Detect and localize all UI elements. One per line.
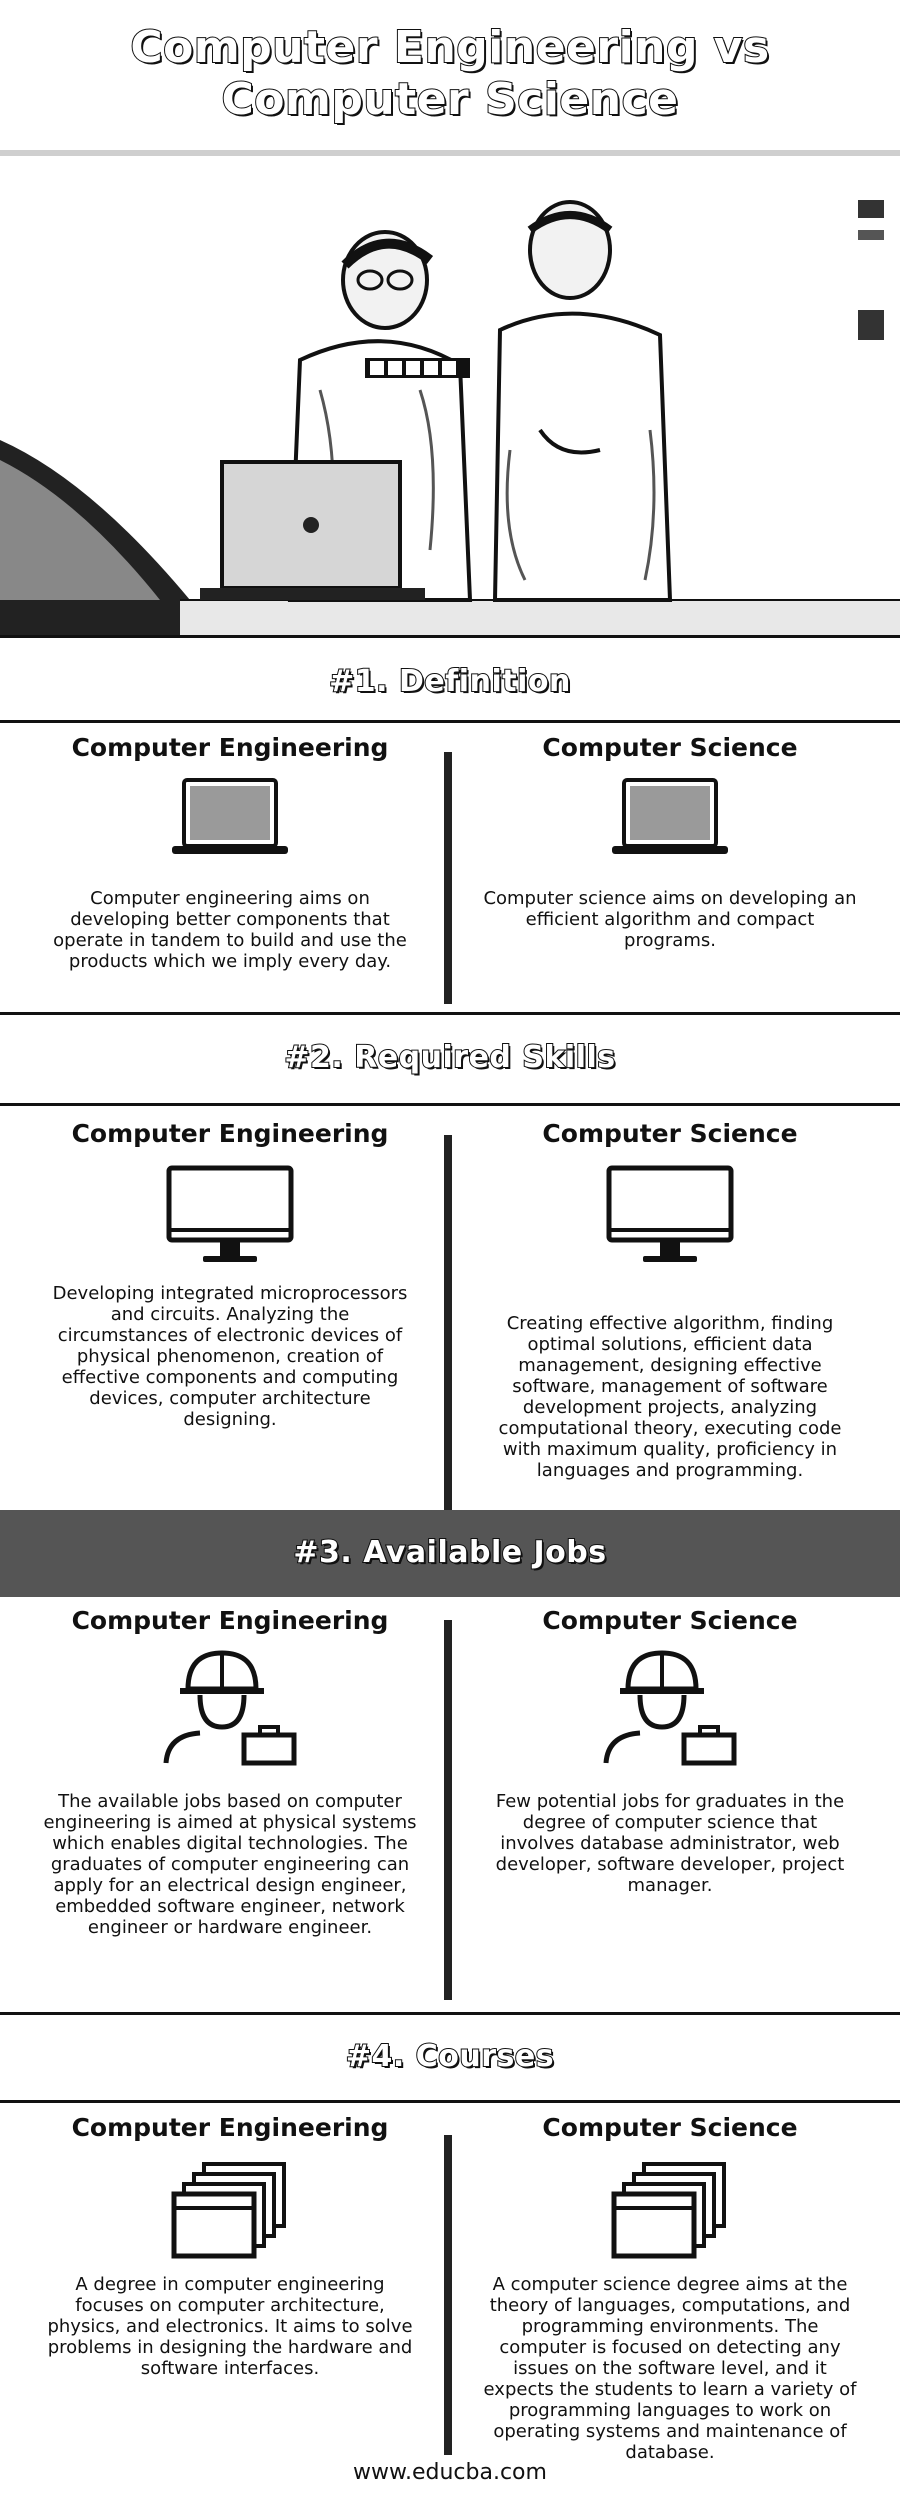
section-band [0, 1510, 900, 1597]
column-heading: Computer Science [542, 733, 798, 762]
column-text: A degree in computer engineering focuses… [47, 2274, 413, 2379]
hero-illustration [0, 130, 900, 635]
column-text: Computer science aims on developing an e… [483, 888, 857, 951]
divider-rule [0, 720, 900, 723]
hero-photo [0, 130, 900, 635]
column-text: Developing integrated microprocessors an… [52, 1283, 408, 1430]
windows-stack-icon [611, 2162, 726, 2259]
page-header: Computer Engineering vs Computer Science [0, 0, 900, 130]
skills-left-column: Computer Engineering Developing integrat… [15, 1118, 445, 1430]
courses-left-column: Computer Engineering A degree in compute… [15, 2112, 445, 2379]
column-divider [444, 1135, 452, 1510]
laptop-icon [612, 778, 728, 854]
divider-rule [0, 1012, 900, 1015]
page-title: Computer Engineering vs Computer Science [129, 21, 770, 126]
courses-right-column: Computer Science A computer science degr… [455, 2112, 885, 2463]
divider-rule [0, 2100, 900, 2103]
column-text: A computer science degree aims at the th… [483, 2274, 857, 2463]
column-divider [444, 2135, 452, 2455]
section-title-available-jobs: #3. Available Jobs [292, 1534, 607, 1571]
footer-url[interactable]: www.educba.com [353, 2460, 547, 2485]
column-divider [444, 752, 452, 1004]
column-heading: Computer Engineering [71, 1606, 389, 1635]
section-title-courses: #4. Courses [345, 2038, 555, 2075]
windows-stack-icon [171, 2162, 286, 2259]
definition-left-column: Computer Engineering Computer engineerin… [15, 732, 445, 972]
column-heading: Computer Engineering [71, 1119, 389, 1148]
column-text: Creating effective algorithm, finding op… [498, 1313, 842, 1481]
divider-rule [0, 2012, 900, 2015]
engineer-icon [603, 1650, 737, 1766]
section-title-required-skills: #2. Required Skills [283, 1039, 616, 1076]
jobs-left-column: Computer Engineering The available jobs … [15, 1605, 445, 1938]
column-text: Few potential jobs for graduates in the … [495, 1791, 845, 1896]
column-text: Computer engineering aims on developing … [53, 888, 407, 972]
jobs-right-column: Computer Science Few potential jobs for … [455, 1605, 885, 1896]
divider-rule [0, 1103, 900, 1106]
definition-right-column: Computer Science Computer science aims o… [455, 732, 885, 951]
column-divider [444, 1620, 452, 2000]
column-heading: Computer Engineering [71, 733, 389, 762]
monitor-icon [606, 1165, 734, 1262]
laptop-icon [172, 778, 288, 854]
divider-rule [0, 635, 900, 638]
skills-right-column: Computer Science Creating effective algo… [455, 1118, 885, 1481]
column-text: The available jobs based on computer eng… [43, 1791, 417, 1938]
engineer-icon [163, 1650, 297, 1766]
column-heading: Computer Engineering [71, 2113, 389, 2142]
column-heading: Computer Science [542, 2113, 798, 2142]
column-heading: Computer Science [542, 1119, 798, 1148]
monitor-icon [166, 1165, 294, 1262]
column-heading: Computer Science [542, 1606, 798, 1635]
section-title-definition: #1. Definition [328, 663, 571, 700]
